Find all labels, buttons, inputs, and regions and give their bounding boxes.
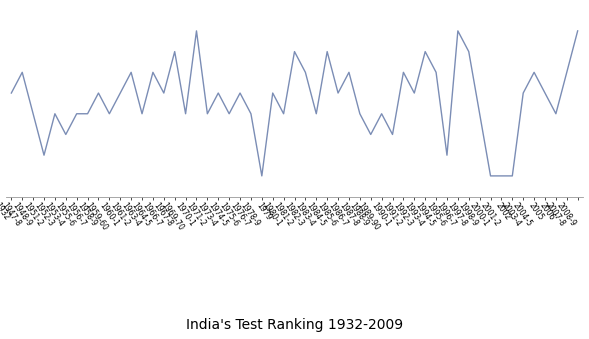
Text: India's Test Ranking 1932-2009: India's Test Ranking 1932-2009 — [186, 318, 403, 332]
